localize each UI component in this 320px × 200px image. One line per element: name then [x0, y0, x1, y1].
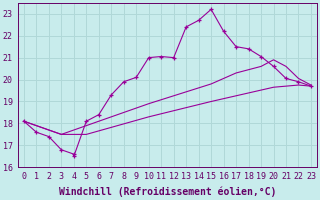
X-axis label: Windchill (Refroidissement éolien,°C): Windchill (Refroidissement éolien,°C)	[59, 187, 276, 197]
